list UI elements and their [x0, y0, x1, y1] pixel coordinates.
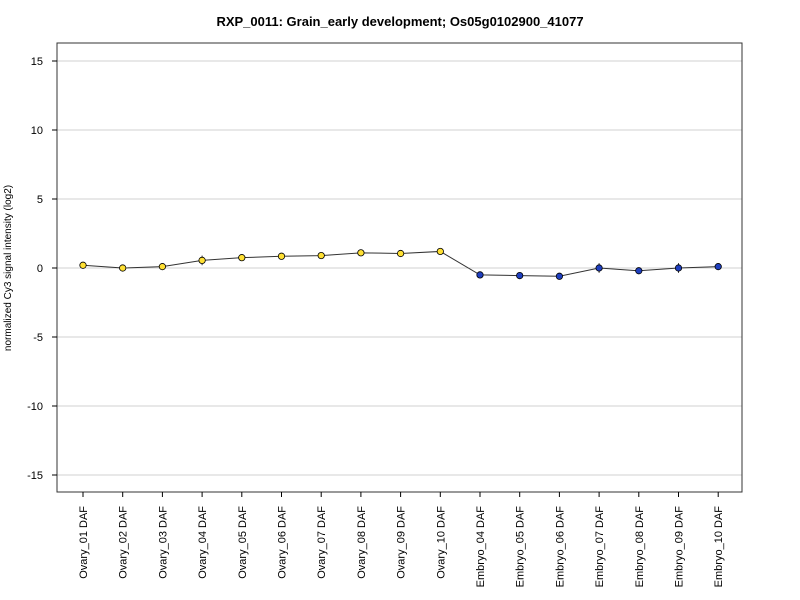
y-tick-label: 5	[37, 194, 43, 206]
data-point	[476, 271, 484, 279]
data-point	[119, 264, 127, 272]
y-axis-label: normalized Cy3 signal intensity (log2)	[3, 185, 14, 351]
data-point	[317, 251, 325, 260]
data-point	[674, 264, 683, 272]
x-tick-label: Embryo_07 DAF	[594, 506, 606, 588]
x-tick-label: Ovary_07 DAF	[316, 506, 328, 579]
data-point	[635, 267, 643, 275]
y-tick-label: 0	[37, 263, 43, 275]
x-tick-label: Ovary_05 DAF	[237, 506, 249, 579]
x-tick-label: Embryo_10 DAF	[713, 506, 725, 588]
x-tick-label: Embryo_06 DAF	[554, 506, 566, 588]
x-tick-label: Ovary_10 DAF	[435, 506, 447, 579]
x-tick-label: Embryo_05 DAF	[515, 506, 527, 588]
data-point	[516, 271, 524, 280]
x-tick-label: Ovary_01 DAF	[78, 506, 90, 579]
y-tick-label: 10	[31, 125, 43, 137]
x-tick-label: Ovary_06 DAF	[277, 506, 289, 579]
data-point	[714, 263, 722, 271]
x-tick-label: Ovary_08 DAF	[356, 506, 368, 579]
gridlines	[57, 60, 742, 476]
chart-title: RXP_0011: Grain_early development; Os05g…	[216, 14, 583, 29]
y-tick-label: -10	[27, 401, 43, 413]
series	[79, 247, 722, 280]
x-tick-label: Embryo_08 DAF	[634, 506, 646, 588]
y-axis: -15 -10 -5 0 5 10 15	[27, 56, 57, 482]
x-tick-label: Ovary_09 DAF	[396, 506, 408, 579]
x-tick-label: Ovary_03 DAF	[157, 506, 169, 579]
data-point	[238, 254, 246, 262]
data-point	[277, 252, 286, 260]
data-point	[79, 261, 87, 269]
y-tick-label: -5	[33, 332, 43, 344]
x-tick-label: Embryo_09 DAF	[674, 506, 686, 588]
data-point	[595, 264, 603, 272]
x-tick-label: Ovary_04 DAF	[197, 506, 209, 579]
y-tick-label: -15	[27, 470, 43, 482]
data-point	[396, 249, 405, 258]
data-point	[357, 249, 365, 257]
y-tick-label: 15	[31, 56, 43, 68]
data-point	[158, 263, 166, 271]
x-tick-label: Ovary_02 DAF	[118, 506, 130, 579]
data-point	[198, 256, 206, 265]
x-tick-label: Embryo_04 DAF	[475, 506, 487, 588]
x-axis: Ovary_01 DAF Ovary_02 DAF Ovary_03 DAF Ovar…	[78, 492, 725, 587]
data-point	[436, 247, 444, 256]
data-point	[555, 272, 564, 280]
